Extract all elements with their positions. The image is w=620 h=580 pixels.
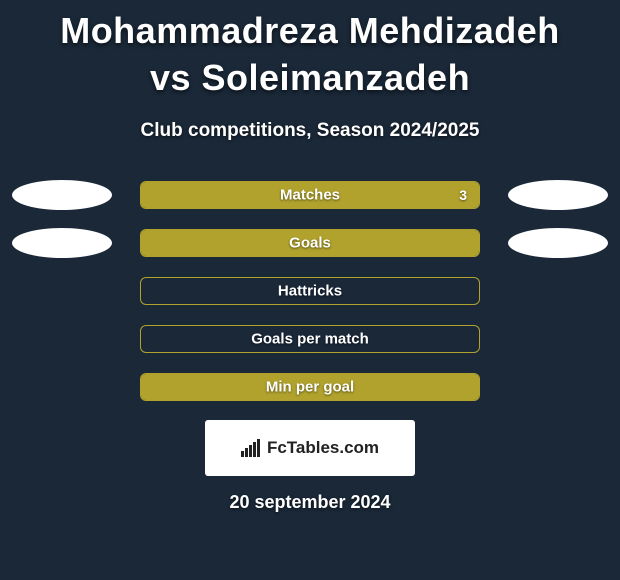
bar-fill-right	[310, 230, 479, 256]
page-title: Mohammadreza Mehdizadeh vs Soleimanzadeh	[0, 8, 620, 102]
spacer	[508, 324, 608, 354]
bar-label: Hattricks	[278, 282, 342, 299]
date: 20 september 2024	[0, 492, 620, 513]
bar-label: Matches	[280, 186, 340, 203]
stat-row: Min per goal	[0, 372, 620, 402]
player-photo-right	[508, 180, 608, 210]
subtitle: Club competitions, Season 2024/2025	[0, 120, 620, 142]
logo-text: FcTables.com	[267, 438, 379, 458]
stat-rows: Matches 3 Goals Hattricks Goals per match Min…	[0, 180, 620, 402]
stat-bar: Matches 3	[140, 181, 480, 209]
spacer	[12, 276, 112, 306]
bar-chart-icon	[241, 439, 261, 457]
bar-fill-left	[141, 230, 310, 256]
spacer	[508, 276, 608, 306]
stat-row: Hattricks	[0, 276, 620, 306]
player-photo-left	[12, 228, 112, 258]
stat-bar: Goals	[140, 229, 480, 257]
spacer	[12, 324, 112, 354]
bar-value-right: 3	[459, 187, 467, 203]
stat-row: Matches 3	[0, 180, 620, 210]
bar-label: Goals per match	[251, 330, 369, 347]
spacer	[508, 372, 608, 402]
logo-box[interactable]: FcTables.com	[205, 420, 415, 476]
spacer	[12, 372, 112, 402]
player-photo-left	[12, 180, 112, 210]
stat-bar: Goals per match	[140, 325, 480, 353]
stat-row: Goals	[0, 228, 620, 258]
stat-bar: Min per goal	[140, 373, 480, 401]
bar-label: Goals	[289, 234, 331, 251]
stat-row: Goals per match	[0, 324, 620, 354]
bar-label: Min per goal	[266, 378, 354, 395]
stat-bar: Hattricks	[140, 277, 480, 305]
player-photo-right	[508, 228, 608, 258]
